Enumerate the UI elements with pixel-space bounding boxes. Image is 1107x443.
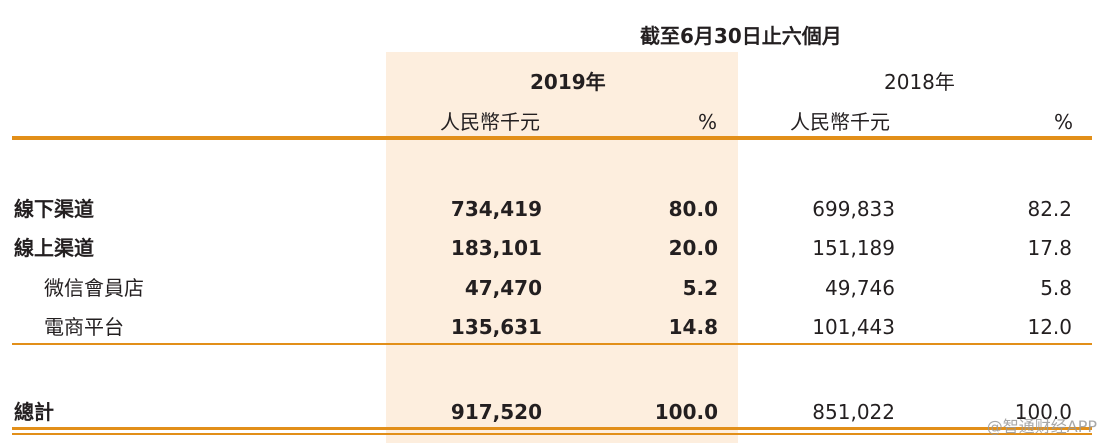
value-2018: 151,189 [812, 236, 895, 260]
watermark: @智通财经APP [986, 417, 1097, 436]
total-label: 總計 [14, 400, 54, 424]
value-2019: 183,101 [450, 236, 542, 260]
row-label: 電商平台 [44, 315, 124, 339]
pct-2019: 20.0 [668, 236, 718, 260]
value-2018: 49,746 [825, 276, 895, 300]
total-value-2018: 851,022 [812, 400, 895, 424]
subtotal-rule [12, 343, 1092, 345]
total-value-2019: 917,520 [450, 400, 542, 424]
highlight-2019-column [386, 52, 738, 443]
total-pct-2018: 100.0 [1014, 400, 1072, 424]
total-rule-bottom [12, 433, 1092, 435]
value-2019: 734,419 [450, 197, 542, 221]
unit-2018-header: 人民幣千元 [790, 110, 890, 134]
value-2019: 47,470 [464, 276, 542, 300]
pct-2019: 80.0 [668, 197, 718, 221]
total-rule-top [12, 427, 1092, 430]
unit-2019-header: 人民幣千元 [440, 110, 540, 134]
pct-2019: 14.8 [668, 315, 718, 339]
value-2018: 101,443 [812, 315, 895, 339]
pct-2018: 17.8 [1027, 236, 1072, 260]
total-pct-2019: 100.0 [654, 400, 718, 424]
pct-2019-header: % [698, 110, 718, 134]
value-2018: 699,833 [812, 197, 895, 221]
row-label: 線下渠道 [14, 197, 94, 221]
year-2019-header: 2019年 [530, 70, 606, 94]
pct-2018: 12.0 [1027, 315, 1072, 339]
pct-2018-header: % [1054, 110, 1074, 134]
period-header: 截至6月30日止六個月 [640, 24, 842, 48]
value-2019: 135,631 [450, 315, 542, 339]
header-rule [12, 136, 1092, 140]
row-label: 微信會員店 [44, 276, 144, 300]
pct-2019: 5.2 [682, 276, 718, 300]
pct-2018: 82.2 [1027, 197, 1072, 221]
pct-2018: 5.8 [1040, 276, 1072, 300]
year-2018-header: 2018年 [884, 70, 955, 94]
row-label: 線上渠道 [14, 236, 94, 260]
